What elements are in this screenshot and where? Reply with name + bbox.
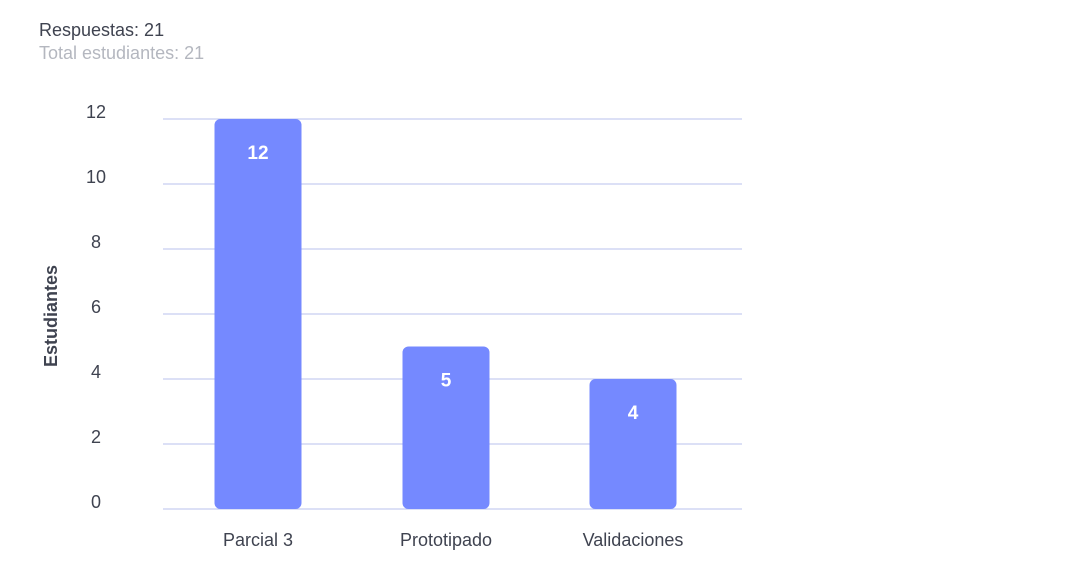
- total-students-count: Total estudiantes: 21: [39, 43, 205, 63]
- y-tick-label: 2: [91, 427, 101, 447]
- y-tick-label: 8: [91, 232, 101, 252]
- bar-validaciones: [589, 379, 677, 509]
- y-tick-label: 0: [91, 492, 101, 512]
- y-axis-ticks: 0 2 4 6 8 10 12: [86, 102, 106, 512]
- response-summary: Respuestas: 21 Total estudiantes: 21: [39, 19, 204, 65]
- y-axis-label: Estudiantes: [41, 265, 61, 367]
- bars: [214, 119, 677, 509]
- y-tick-label: 12: [86, 102, 106, 122]
- data-label: 5: [441, 371, 452, 392]
- y-tick-label: 4: [91, 362, 101, 382]
- bar-prototipado: [402, 346, 490, 509]
- responses-count: Respuestas: 21: [39, 20, 165, 40]
- x-axis-ticks: Parcial 3 Prototipado Validaciones: [223, 530, 683, 550]
- x-tick-label: Parcial 3: [223, 530, 293, 550]
- data-label: 4: [628, 403, 639, 424]
- x-tick-label: Validaciones: [583, 530, 684, 550]
- data-labels: 12 5 4: [247, 143, 638, 424]
- y-tick-label: 10: [86, 167, 106, 187]
- bar-parcial-3: [214, 119, 302, 509]
- data-label: 12: [247, 143, 268, 164]
- y-tick-label: 6: [91, 297, 101, 317]
- x-tick-label: Prototipado: [400, 530, 492, 550]
